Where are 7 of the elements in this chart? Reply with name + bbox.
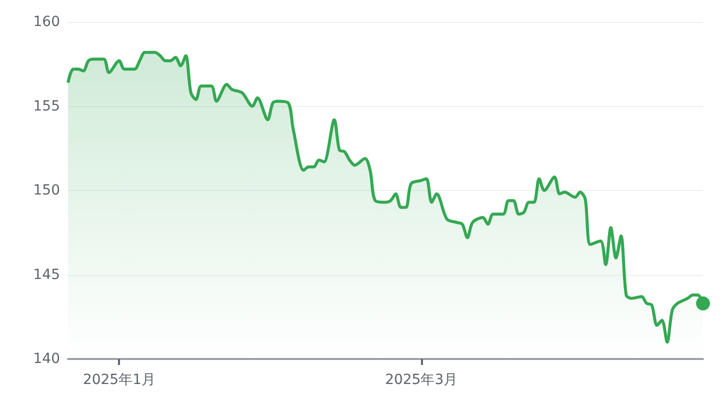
x-tick-label: 2025年1月: [82, 372, 156, 388]
x-tick-label: 2025年3月: [385, 372, 458, 388]
y-tick-label: 150: [33, 182, 60, 198]
y-tick-label: 160: [33, 14, 60, 30]
y-tick-label: 155: [33, 98, 60, 114]
y-tick-label: 145: [33, 266, 60, 283]
y-tick-label: 140: [33, 351, 60, 367]
